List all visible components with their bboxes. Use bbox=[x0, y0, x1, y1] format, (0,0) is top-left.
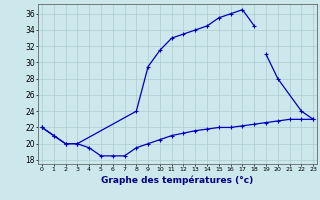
X-axis label: Graphe des températures (°c): Graphe des températures (°c) bbox=[101, 175, 254, 185]
